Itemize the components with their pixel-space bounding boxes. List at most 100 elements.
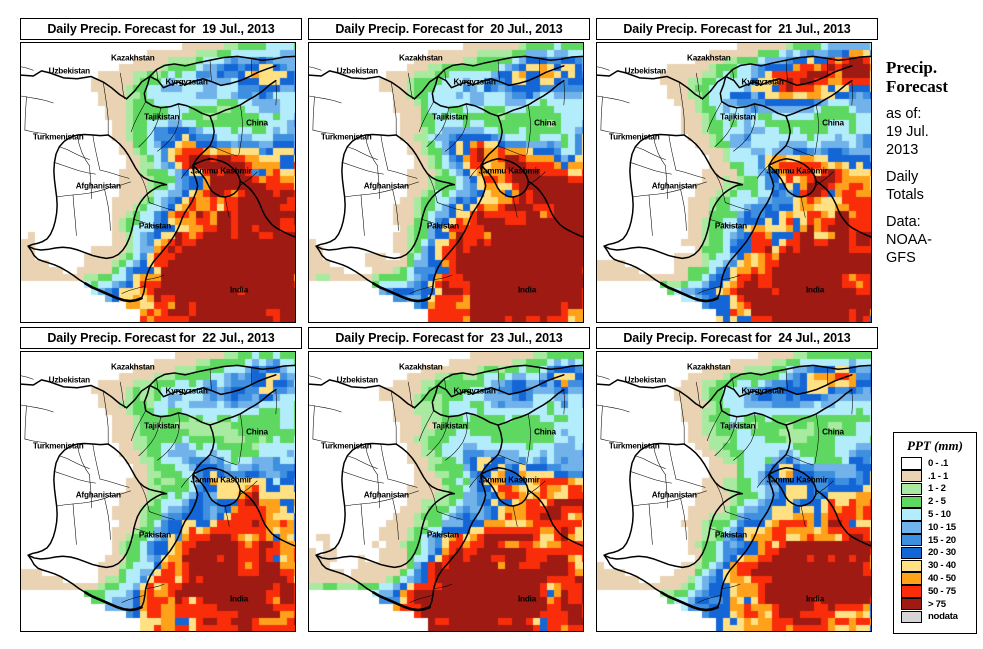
national-border: [395, 443, 455, 495]
national-border: [27, 133, 109, 247]
national-border: [140, 164, 199, 300]
side-heading-line1: Precip.: [886, 58, 938, 77]
province-line: [181, 473, 194, 488]
province-line: [497, 60, 500, 83]
province-line: [706, 101, 722, 133]
province-line: [104, 189, 111, 231]
province-line: [469, 164, 482, 179]
province-line: [409, 594, 434, 603]
national-border: [716, 473, 775, 609]
map-label-afghanistan: Afghanistan: [363, 181, 409, 191]
province-line: [54, 471, 96, 484]
province-line: [526, 413, 531, 464]
side-asof-label: as of:: [886, 106, 922, 122]
map-label-turkmenistan: Turkmenistan: [608, 132, 660, 142]
province-line: [59, 455, 90, 469]
national-border: [315, 442, 397, 556]
map-label-pakistan: Pakistan: [714, 530, 747, 540]
province-line: [444, 378, 447, 390]
legend-label: > 75: [928, 598, 946, 610]
province-line: [426, 107, 450, 148]
map-label-layer: Kazakhstan Uzbekistan Kyrgyzstan Tajikistan…: [309, 352, 583, 631]
province-line: [121, 594, 146, 603]
province-line: [421, 219, 449, 228]
province-line: [399, 181, 419, 187]
national-border: [437, 374, 565, 398]
province-line: [433, 274, 453, 280]
province-line: [344, 186, 400, 198]
precip-map: Kazakhstan Uzbekistan Kyrgyzstan Tajikistan…: [20, 351, 296, 632]
map-label-india: India: [229, 285, 249, 295]
province-line: [695, 72, 701, 100]
province-line: [157, 412, 180, 461]
legend-swatch: [901, 559, 922, 572]
side-totals-line2: Totals: [886, 187, 924, 203]
legend-swatch: [901, 482, 922, 496]
map-label-layer: Kazakhstan Uzbekistan Kyrgyzstan Tajikistan…: [21, 43, 295, 322]
coastline: [372, 282, 431, 303]
map-label-jammu-kashmir: Jammu Kashmir: [478, 475, 540, 485]
province-line: [427, 482, 438, 512]
map-label-afghanistan: Afghanistan: [363, 490, 409, 500]
province-line: [724, 511, 751, 520]
national-border: [603, 492, 743, 569]
province-line: [139, 482, 150, 512]
province-line: [21, 66, 34, 71]
national-border: [719, 384, 853, 426]
national-border: [527, 180, 583, 238]
province-line: [145, 583, 165, 589]
map-label-layer: Kazakhstan Uzbekistan Kyrgyzstan Tajikistan…: [597, 352, 871, 631]
national-border: [149, 65, 277, 89]
province-line: [635, 146, 666, 160]
national-border: [309, 70, 416, 100]
province-line: [364, 134, 378, 166]
national-border: [192, 424, 215, 475]
province-line: [209, 369, 212, 392]
legend-label: 15 - 20: [928, 534, 956, 546]
national-border: [125, 55, 295, 100]
panel-title: Daily Precip. Forecast for 23 Jul., 2013: [308, 327, 590, 349]
province-line: [427, 173, 438, 203]
province-line: [687, 490, 707, 496]
national-border: [143, 384, 277, 426]
legend-row: 2 - 5: [894, 495, 976, 508]
legend-row: 20 - 30: [894, 546, 976, 560]
province-line: [145, 274, 165, 280]
province-line: [224, 505, 230, 527]
province-line: [209, 60, 212, 83]
province-line: [89, 165, 92, 199]
map-label-uzbekistan: Uzbekistan: [624, 66, 666, 76]
province-line: [600, 438, 622, 443]
national-border: [315, 133, 397, 247]
national-border: [27, 183, 167, 260]
province-line: [800, 196, 806, 218]
map-label-turkmenistan: Turkmenistan: [320, 441, 372, 451]
province-line: [597, 375, 610, 380]
province-line: [399, 490, 419, 496]
province-line: [409, 285, 434, 294]
province-line: [715, 173, 726, 203]
province-line: [680, 189, 687, 231]
national-border: [239, 180, 295, 238]
map-label-tajikistan: Tajikistan: [720, 421, 756, 431]
map-label-pakistan: Pakistan: [426, 221, 459, 231]
province-line: [721, 583, 741, 589]
province-line: [24, 96, 27, 131]
province-line: [209, 145, 238, 157]
map-label-uzbekistan: Uzbekistan: [48, 375, 90, 385]
province-line: [364, 443, 378, 475]
province-line: [497, 454, 526, 466]
province-line: [785, 145, 814, 157]
national-border: [768, 158, 817, 198]
forecast-panel: Daily Precip. Forecast for 19 Jul., 2013…: [20, 18, 302, 325]
map-label-kyrgyzstan: Kyrgyzstan: [453, 386, 496, 396]
province-line: [312, 129, 334, 134]
province-line: [312, 405, 315, 440]
forecast-panel: Daily Precip. Forecast for 20 Jul., 2013…: [308, 18, 590, 325]
province-line: [76, 134, 90, 166]
province-line: [709, 528, 737, 537]
legend-swatch: [901, 533, 922, 547]
national-border: [815, 489, 871, 547]
legend-swatch: [901, 495, 922, 508]
province-line: [724, 202, 751, 211]
